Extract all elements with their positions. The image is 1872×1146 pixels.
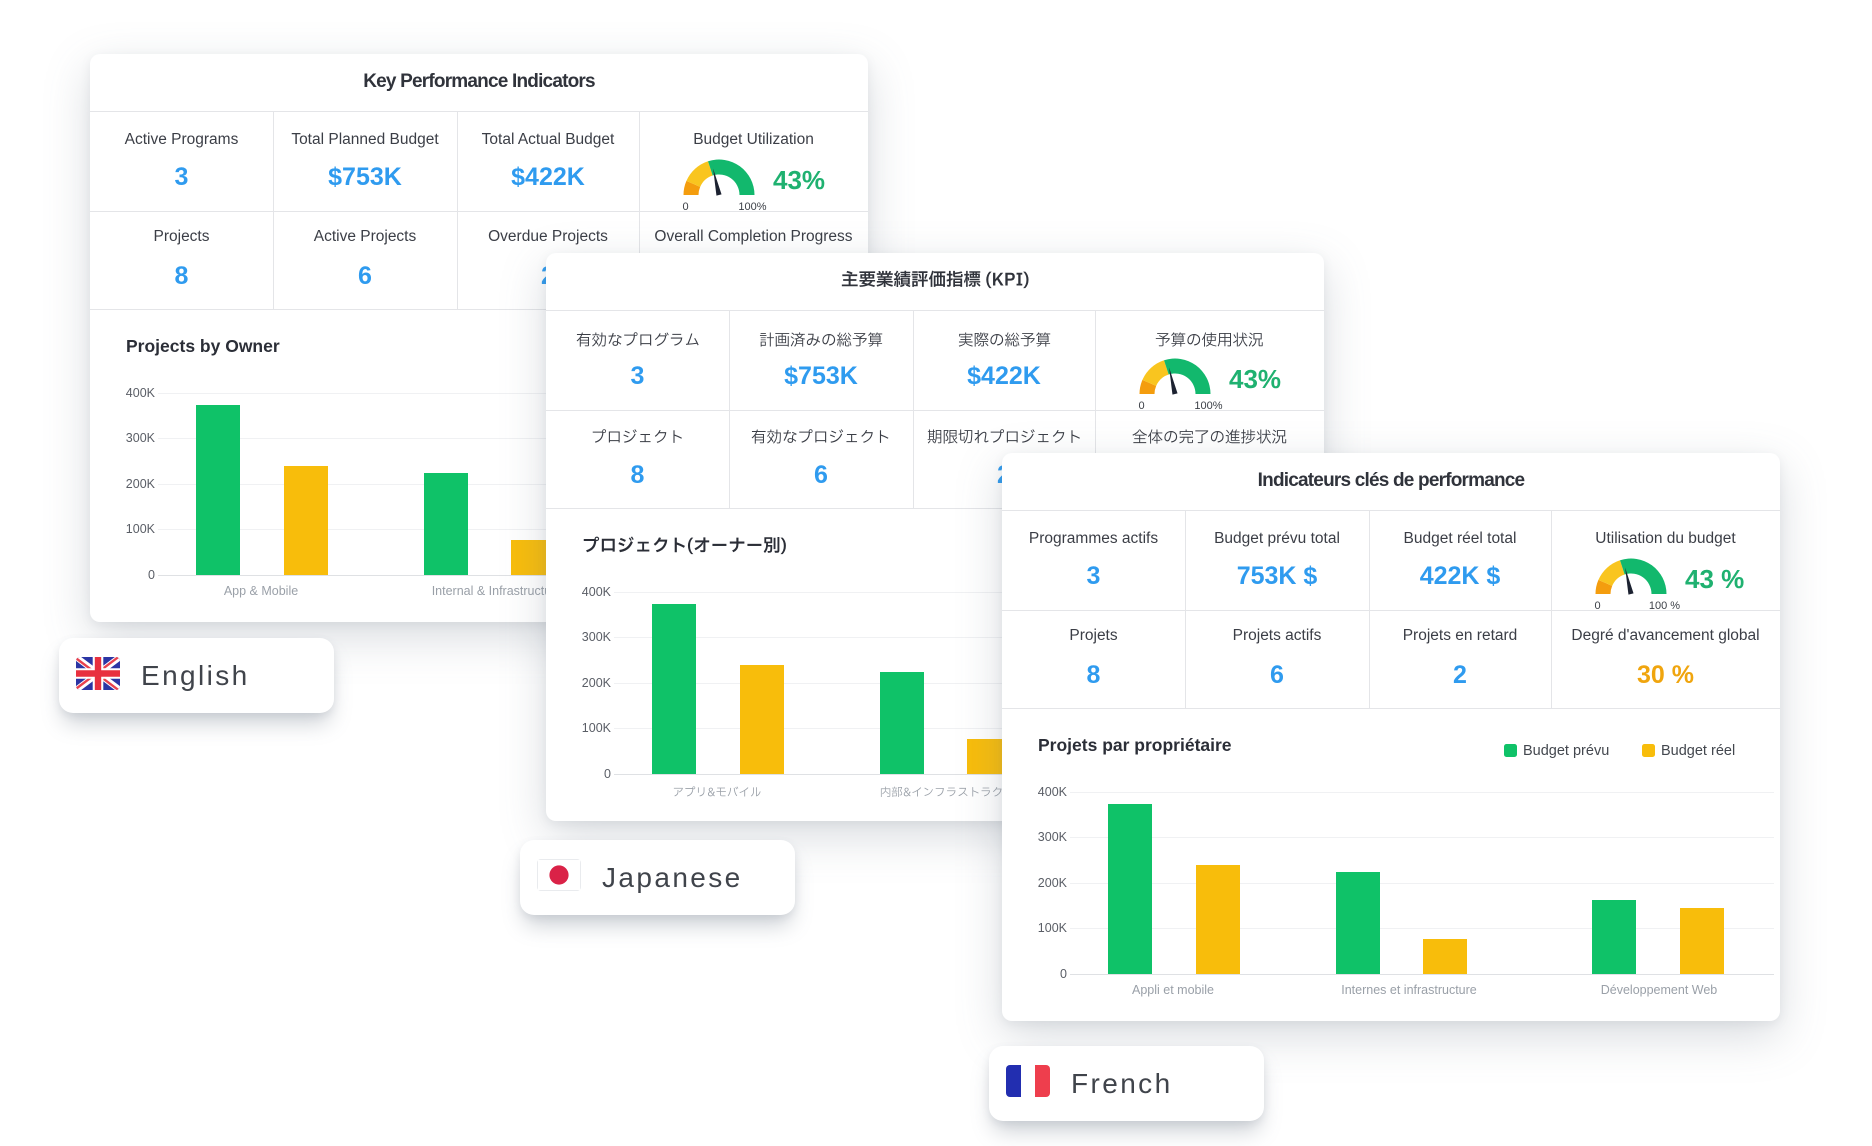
svg-text:100 %: 100 % xyxy=(1649,600,1680,612)
svg-text:0: 0 xyxy=(1138,400,1144,412)
svg-text:100%: 100% xyxy=(738,201,766,213)
svg-text:0: 0 xyxy=(682,201,688,213)
svg-text:0: 0 xyxy=(1594,600,1600,612)
svg-text:100%: 100% xyxy=(1194,400,1222,412)
